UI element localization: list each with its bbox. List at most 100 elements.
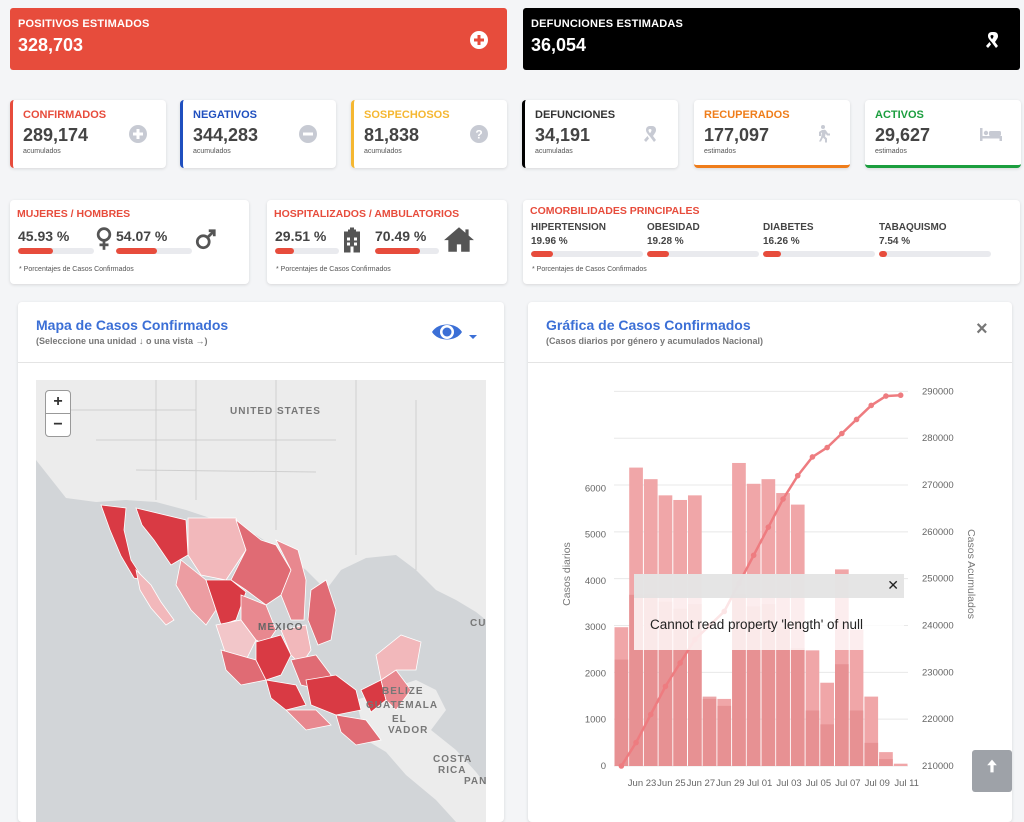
obesidad-pct: 19.28 % [647,236,684,247]
point [677,660,683,666]
point [883,393,889,399]
y2-axis-title: Casos Acumulados [965,529,977,619]
hombres-bar-fill [116,248,158,254]
scroll-top-button[interactable] [972,750,1012,792]
plus-circle-icon [129,125,147,143]
question-circle-icon: ? [470,125,488,143]
tabaquismo-pct: 7.54 % [879,236,911,247]
negativos-value: 344,283 [193,125,259,145]
chart-close-button[interactable]: × [976,318,988,340]
y-tick-label: 3000 [585,622,606,633]
tabaquismo-bar-fill [879,251,888,257]
obesidad-bar [647,251,759,257]
x-tick-label: Jul 07 [835,778,860,789]
point [868,402,875,409]
arrow-up-icon [987,759,997,773]
y2-tick-label: 240000 [922,621,954,632]
hospital-icon [344,227,360,253]
ambulatorios-bar-fill [375,248,421,254]
male-icon [195,229,216,250]
y2-tick-label: 220000 [922,714,954,725]
hipertension-bar-fill [531,251,554,257]
hipertension-label: HIPERTENSION [531,222,607,233]
recuperados-label: RECUPERADOS [704,109,790,121]
y2-tick-label: 260000 [922,527,954,538]
diabetes-bar-fill [763,251,782,257]
y-tick-label: 4000 [585,576,606,587]
map-canvas[interactable]: + − UNITED STATES MEXICO BELIZE GUATEMAL… [36,380,486,822]
eye-dropdown-icon[interactable] [429,319,479,345]
error-close-button[interactable]: ✕ [887,577,899,593]
hospital-note: * Porcentajes de Casos Confirmados [276,266,391,273]
house-icon [444,227,474,252]
map-label-guatemala: GUATEMALA [366,700,439,711]
x-tick-label: Jul 11 [894,778,919,789]
hospitalizados-bar-fill [275,248,294,254]
y2-tick-label: 250000 [922,574,954,585]
recuperados-sub: estimados [704,148,736,155]
point [662,683,669,690]
y2-tick-label: 290000 [922,386,954,397]
y2-tick-label: 280000 [922,433,954,444]
x-tick-label: Jul 09 [865,778,890,789]
hospitalizados-pct: 29.51 % [275,228,327,244]
y-tick-label: 2000 [585,668,606,679]
plus-circle-icon [470,31,488,49]
hospital-title: HOSPITALIZADOS / AMBULATORIOS [274,208,460,220]
sospechosos-card: SOSPECHOSOS 81,838 acumulados ? [351,100,507,168]
point [839,430,845,437]
chart-separator [528,362,1012,363]
ambulatorios-pct: 70.49 % [375,228,427,244]
chart-subtitle: (Casos diarios por género y acumulados N… [546,336,764,346]
obesidad-label: OBESIDAD [647,222,700,233]
bed-icon [980,128,1002,141]
x-tick-label: Jul 05 [806,778,831,789]
bar [702,696,717,766]
bar [849,710,864,766]
point [647,711,654,718]
hombres-bar [116,248,192,254]
diabetes-bar [763,251,875,257]
map-title: Mapa de Casos Confirmados [36,317,229,333]
map-label-belize: BELIZE [382,686,424,697]
x-tick-label: Jun 25 [657,778,686,789]
y-tick-label: 1000 [585,715,606,726]
bar [614,659,629,766]
map-label-el: EL [392,714,407,725]
y-tick-label: 5000 [585,530,606,541]
chart-panel: Gráfica de Casos Confirmados (Casos diar… [528,302,1012,822]
negativos-label: NEGATIVOS [193,109,257,121]
hospitalizados-bar [275,248,339,254]
activos-card: ACTIVOS 29,627 estimados [865,100,1021,168]
walking-icon [819,125,830,143]
y-tick-label: 6000 [585,483,606,494]
negativos-sub: acumulados [193,148,231,155]
minus-circle-icon [299,125,317,143]
zoom-in-button[interactable]: + [45,390,71,414]
comorbilidades-note: * Porcentajes de Casos Confirmados [532,266,647,273]
confirmados-value: 289,174 [23,125,89,145]
y2-tick-label: 210000 [922,761,954,772]
hipertension-bar [531,251,643,257]
point [765,524,772,530]
positivos-estimados-value: 328,703 [18,35,84,55]
point [750,552,757,559]
point [794,472,801,479]
point [780,496,786,502]
y-tick-label: 0 [601,761,606,772]
confirmados-label: CONFIRMADOS [23,109,107,121]
activos-value: 29,627 [875,125,931,145]
map-panel: Mapa de Casos Confirmados (Seleccione un… [18,302,504,822]
diabetes-label: DIABETES [763,222,814,233]
zoom-out-button[interactable]: − [45,413,71,437]
bar [717,705,732,766]
tabaquismo-bar [879,251,991,257]
genero-card: MUJERES / HOMBRES 45.93 % 54.07 % * Porc… [10,200,249,284]
y-axis-title: Casos diarios [561,542,573,606]
map-subtitle: (Seleccione una unidad ↓ o una vista →) [36,336,208,346]
error-overlay-header [634,574,904,598]
defunciones-estimadas-label: DEFUNCIONES ESTIMADAS [531,18,684,30]
map-label-salvador: VADOR [388,725,429,736]
defunciones-estimadas-card: DEFUNCIONES ESTIMADAS 36,054 [523,8,1020,70]
defunciones-estimadas-value: 36,054 [531,35,587,55]
